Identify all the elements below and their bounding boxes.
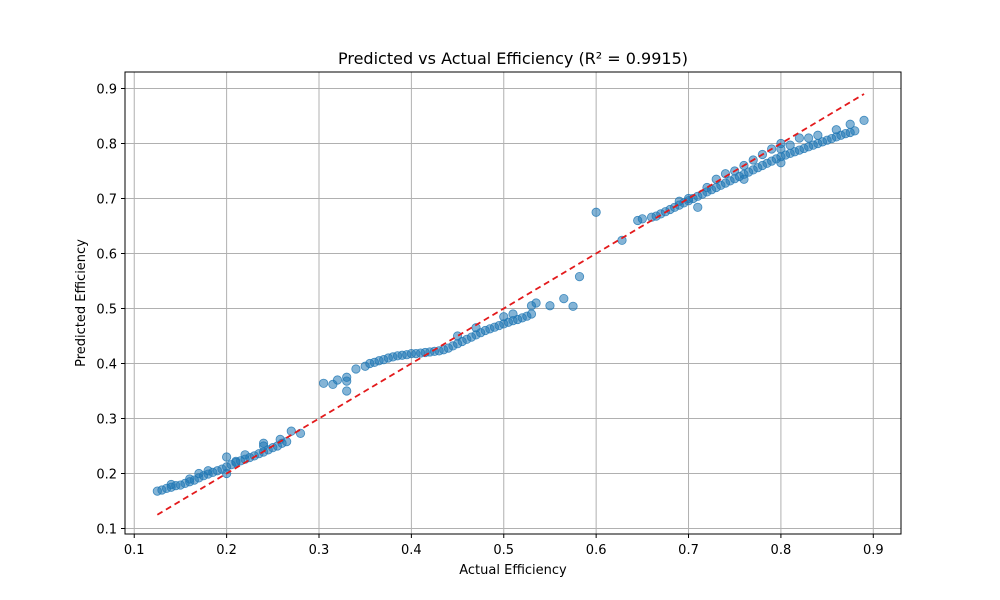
data-point xyxy=(194,468,204,479)
y-tick-label: 0.9 xyxy=(96,83,117,98)
y-tick-label: 0.6 xyxy=(96,248,117,263)
chart-title: Predicted vs Actual Efficiency (R² = 0.9… xyxy=(338,49,688,68)
y-tick-label: 0.5 xyxy=(96,303,117,318)
data-point xyxy=(499,312,509,322)
data-point xyxy=(617,235,627,245)
data-point xyxy=(531,298,541,308)
data-point xyxy=(568,301,578,311)
data-point xyxy=(591,207,601,217)
data-point xyxy=(693,202,703,212)
data-point xyxy=(508,309,518,319)
data-point xyxy=(351,364,361,374)
x-tick-label: 0.7 xyxy=(678,543,699,558)
data-point xyxy=(637,214,647,224)
data-point xyxy=(332,375,343,385)
x-tick-label: 0.3 xyxy=(309,543,330,558)
x-tick-label: 0.6 xyxy=(586,543,607,558)
data-point xyxy=(275,434,285,444)
x-tick-label: 0.2 xyxy=(216,543,237,558)
data-point xyxy=(342,386,352,396)
data-point xyxy=(526,309,537,319)
data-point xyxy=(185,474,195,484)
data-point xyxy=(231,456,241,466)
data-point xyxy=(319,378,329,388)
data-point xyxy=(831,125,841,135)
y-tick-label: 0.4 xyxy=(96,358,117,373)
data-point xyxy=(203,466,213,476)
data-point xyxy=(258,441,269,451)
reference-line xyxy=(156,93,865,516)
data-points xyxy=(152,115,869,496)
data-point xyxy=(794,133,804,143)
x-axis-label: Actual Efficiency xyxy=(459,563,567,578)
axis-ticks: 0.1 0.2 0.3 0.4 0.5 0.6 0.7 0.8 0.9 0.1 0.2 0.3 0.4 0… xyxy=(96,83,883,559)
data-point xyxy=(859,115,869,126)
x-tick-label: 0.4 xyxy=(401,543,422,558)
x-tick-label: 0.9 xyxy=(863,543,884,558)
data-point xyxy=(559,293,569,304)
data-point xyxy=(804,133,814,143)
data-point xyxy=(545,301,555,311)
y-tick-label: 0.1 xyxy=(96,523,117,538)
data-point xyxy=(776,158,786,168)
y-axis-label: Predicted Efficiency xyxy=(74,239,89,367)
y-tick-label: 0.3 xyxy=(96,413,117,428)
x-tick-label: 0.5 xyxy=(493,543,514,558)
grid-lines xyxy=(125,72,901,534)
y-tick-label: 0.2 xyxy=(96,468,117,483)
data-point xyxy=(813,130,823,140)
data-point xyxy=(166,479,176,490)
data-point xyxy=(739,174,749,184)
data-point xyxy=(240,450,250,460)
data-point xyxy=(342,372,352,382)
x-tick-label: 0.8 xyxy=(771,543,792,558)
data-point xyxy=(222,452,232,462)
data-point xyxy=(452,331,463,341)
data-point xyxy=(574,271,585,282)
data-point xyxy=(286,426,296,436)
x-tick-label: 0.1 xyxy=(124,543,145,558)
data-point xyxy=(702,182,712,193)
data-point xyxy=(845,119,855,129)
plot-frame xyxy=(124,71,902,535)
data-point xyxy=(850,126,860,136)
y-tick-label: 0.8 xyxy=(96,138,117,153)
data-point xyxy=(785,140,795,150)
y-tick-label: 0.7 xyxy=(96,193,117,208)
